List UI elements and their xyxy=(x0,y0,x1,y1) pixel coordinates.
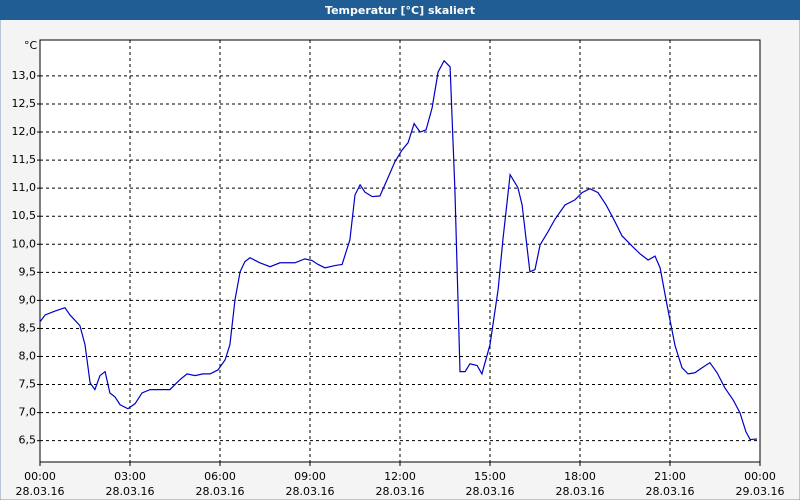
x-tick-label: 00:00 29.03.16 xyxy=(736,470,785,498)
y-tick-label: 7,5 xyxy=(19,378,37,391)
y-unit: °C xyxy=(24,39,38,52)
y-tick-label: 10,0 xyxy=(12,237,37,250)
x-tick-label: 03:00 28.03.16 xyxy=(106,470,155,498)
y-tick-label: 9,5 xyxy=(19,265,37,278)
y-tick-label: 6,5 xyxy=(19,434,37,447)
temperature-line xyxy=(39,59,758,441)
y-tick-label: 10,5 xyxy=(12,209,37,222)
title-bar xyxy=(0,0,800,20)
x-tick-label: 15:00 28.03.16 xyxy=(466,470,515,498)
x-tick-label: 06:00 28.03.16 xyxy=(196,470,245,498)
y-tick-label: 13,0 xyxy=(12,69,37,82)
y-tick-label: 12,0 xyxy=(12,125,37,138)
x-tick-label: 18:00 28.03.16 xyxy=(556,470,605,498)
x-tick-label: 00:00 28.03.16 xyxy=(16,470,65,498)
y-tick-label: 7,0 xyxy=(19,406,37,419)
x-tick-label: 12:00 28.03.16 xyxy=(376,470,425,498)
x-tick-label: 09:00 28.03.16 xyxy=(286,470,335,498)
y-tick-label: 8,5 xyxy=(19,321,37,334)
chart-title: Temperatur [°C] skaliert xyxy=(325,4,475,17)
x-tick-label: 21:00 28.03.16 xyxy=(646,470,695,498)
y-tick-label: 11,0 xyxy=(12,181,37,194)
y-tick-label: 8,0 xyxy=(19,350,37,363)
y-tick-label: 12,5 xyxy=(12,97,37,110)
y-tick-label: 11,5 xyxy=(12,153,37,166)
y-tick-label: 9,0 xyxy=(19,293,37,306)
